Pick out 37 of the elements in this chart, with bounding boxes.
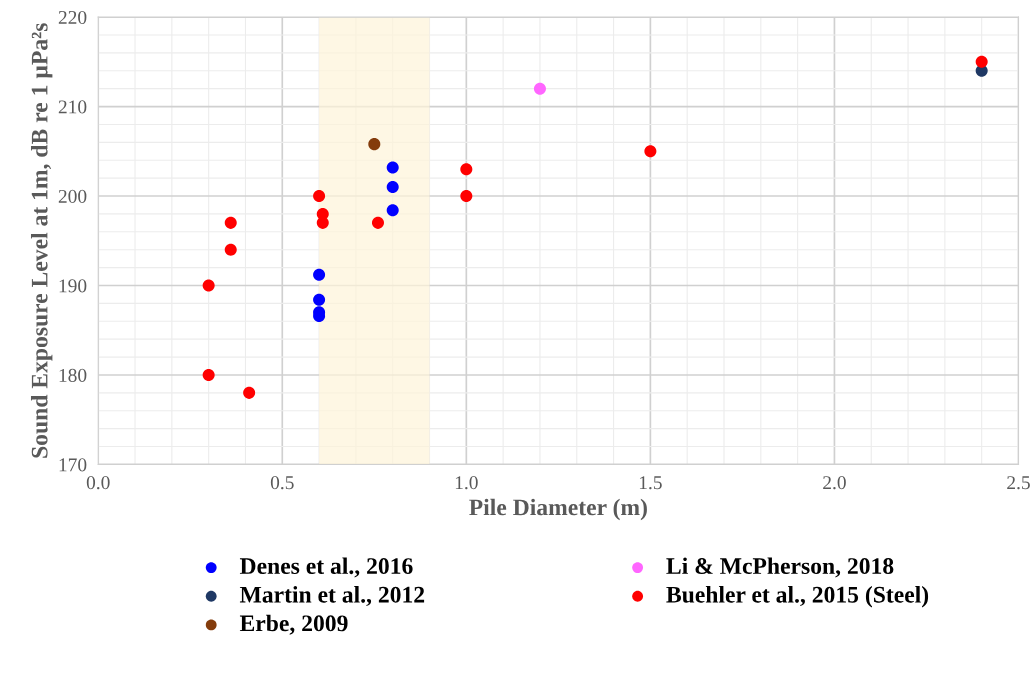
point xyxy=(975,55,988,68)
point xyxy=(202,368,215,381)
x-tick-label: 0.5 xyxy=(270,476,294,490)
y-tick-label: 170 xyxy=(59,458,87,472)
legend-label: Buehler et al., 2015 (Steel) xyxy=(666,586,929,608)
point xyxy=(460,190,473,203)
legend-label: Li & McPherson, 2018 xyxy=(666,557,894,578)
point xyxy=(386,161,399,174)
x-axis-title: Pile Diameter (m) xyxy=(469,498,647,521)
point xyxy=(313,268,326,281)
point xyxy=(644,145,657,158)
point xyxy=(533,82,546,95)
x-tick-label: 2.0 xyxy=(823,476,846,490)
legend-label: Martin et al., 2012 xyxy=(239,586,425,607)
y-axis-title: Sound Exposure Level at 1m, dB re 1 µPa²s xyxy=(30,23,53,458)
point xyxy=(313,190,326,203)
point xyxy=(371,216,384,229)
point xyxy=(386,204,399,217)
y-tick-label: 210 xyxy=(58,100,87,114)
y-tick-label: 220 xyxy=(58,10,87,25)
point xyxy=(224,216,237,229)
point xyxy=(313,293,326,306)
x-tick-label: 2.5 xyxy=(1007,476,1030,490)
legend-label: Denes et al., 2016 xyxy=(239,557,413,578)
y-tick-label: 180 xyxy=(59,368,87,382)
legend-label: Erbe, 2009 xyxy=(239,614,348,635)
point xyxy=(368,138,381,151)
point xyxy=(460,163,473,176)
point xyxy=(243,386,256,399)
x-tick-label: 1.0 xyxy=(455,476,478,490)
x-tick-label: 1.5 xyxy=(639,476,662,490)
y-tick-label: 200 xyxy=(58,189,87,203)
point xyxy=(224,243,237,256)
y-tick-label: 190 xyxy=(59,279,87,293)
point xyxy=(202,279,215,292)
point xyxy=(386,181,399,194)
x-tick-label: 0.0 xyxy=(86,476,110,490)
